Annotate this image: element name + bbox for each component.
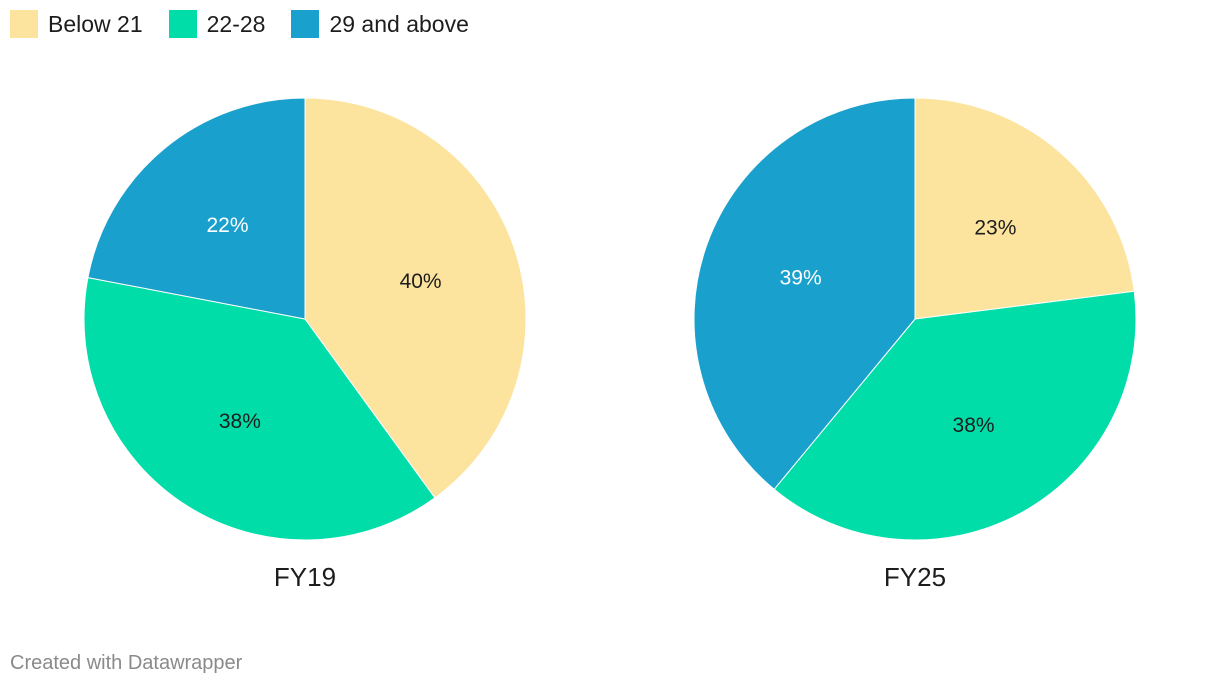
pie-value-label: 22% [207, 214, 249, 237]
credit-text: Created with Datawrapper [10, 652, 243, 674]
legend-item-below-21: Below 21 [10, 10, 143, 38]
legend-label-29-and-above: 29 and above [329, 10, 469, 37]
legend-label-22-28: 22-28 [206, 10, 266, 37]
pie-slice-22-28 [773, 290, 1137, 541]
legend-swatch-22-28 [168, 10, 197, 38]
legend-swatch-below-21 [10, 10, 38, 38]
pie-chart-fy25: 23% 38% 39% FY25 [693, 97, 1137, 592]
legend-item-29-and-above: 29 and above [291, 10, 469, 38]
pie-value-label: 39% [780, 266, 822, 289]
pie-chart-fy19: 40% 38% 22% FY19 [83, 97, 527, 592]
pie-slice-29-and-above [693, 97, 916, 490]
pie-value-label: 23% [974, 216, 1016, 239]
pie-value-label: 38% [953, 414, 995, 437]
pie-slice-below-21 [914, 97, 1135, 320]
pie-slice-below-21 [304, 97, 527, 499]
legend-label-below-21: Below 21 [48, 10, 143, 37]
legend-item-22-28: 22-28 [168, 10, 266, 38]
pie-chart-title: FY25 [884, 562, 946, 592]
pie-slice-29-and-above [87, 97, 306, 320]
legend: Below 21 22-28 29 and above [10, 10, 469, 38]
pie-chart-title: FY19 [274, 562, 336, 592]
pie-value-label: 40% [400, 270, 442, 293]
pie-slice-22-28 [83, 277, 436, 541]
legend-swatch-29-and-above [291, 10, 320, 38]
pie-value-label: 38% [219, 410, 261, 433]
